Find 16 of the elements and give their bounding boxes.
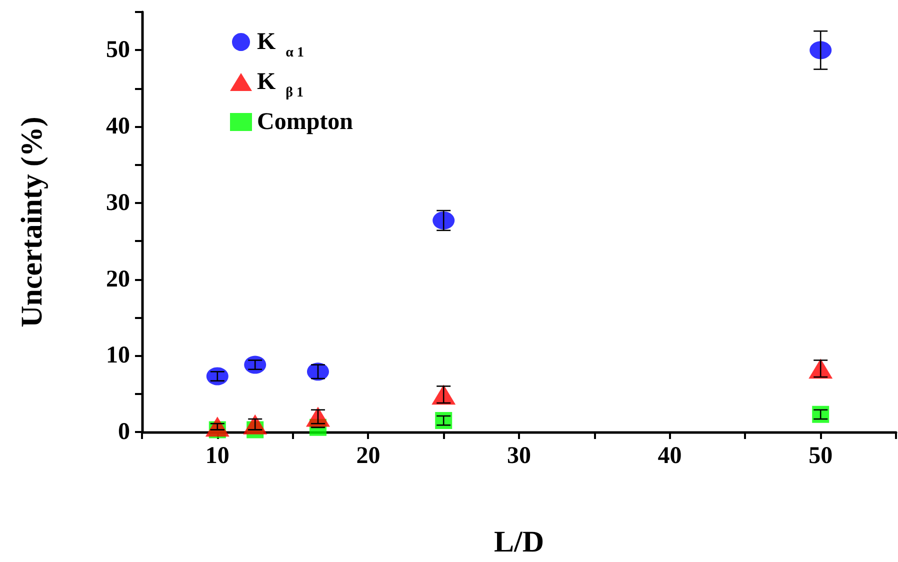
x-tick-label: 30 [507, 443, 531, 469]
x-tick-label: 50 [808, 443, 833, 469]
y-tick-label: 30 [106, 190, 130, 216]
x-tick-label: 10 [205, 443, 230, 469]
y-tick-label: 50 [106, 37, 130, 64]
y-tick-label: 20 [106, 266, 130, 292]
y-axis-title: Uncertainty (%) [16, 116, 48, 328]
x-axis-title: L/D [494, 526, 544, 558]
y-tick-label: 0 [118, 419, 130, 445]
x-tick-label: 40 [658, 443, 682, 469]
legend-label: K α 1 [257, 29, 304, 60]
y-tick-label: 10 [106, 342, 130, 369]
x-tick-label: 20 [356, 443, 380, 469]
legend-label: Compton [257, 109, 354, 135]
legend-label: K β 1 [257, 69, 304, 100]
y-tick-label: 40 [106, 114, 130, 140]
